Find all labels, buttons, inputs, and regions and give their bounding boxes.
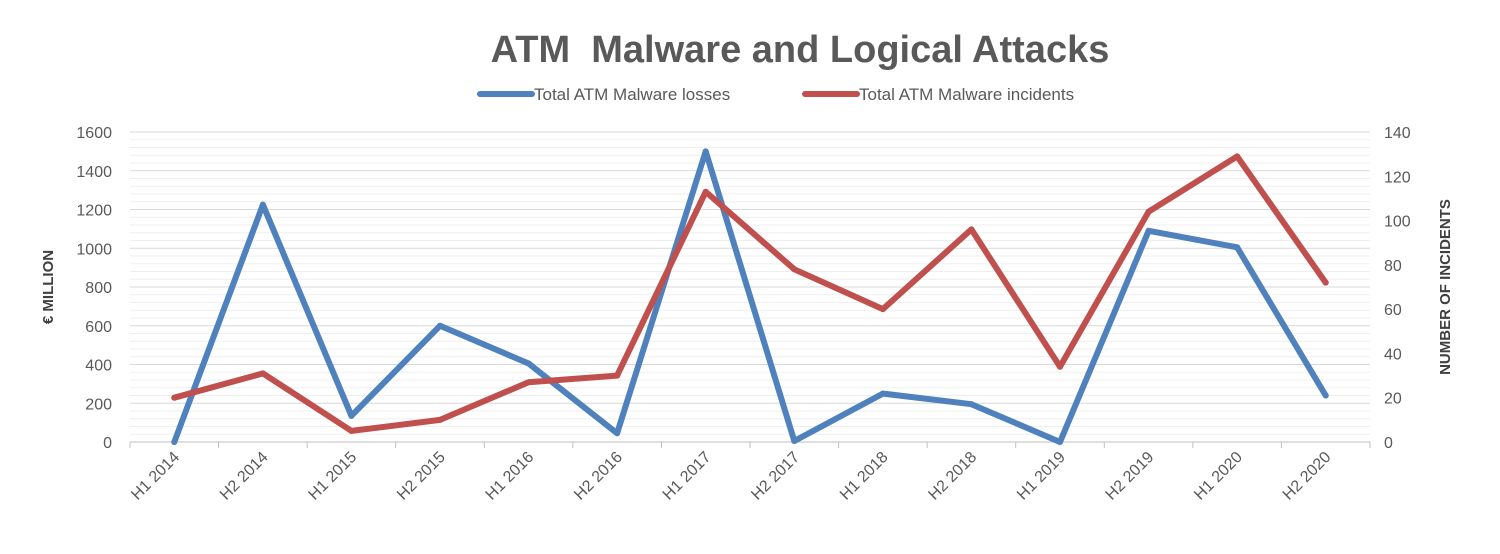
y2-tick-label: 100 xyxy=(1384,214,1411,231)
y2-tick-label: 80 xyxy=(1384,258,1402,275)
data-point-losses xyxy=(1057,439,1063,445)
y2-tick-label: 0 xyxy=(1384,435,1393,452)
data-point-incidents xyxy=(1145,208,1152,215)
data-point-incidents xyxy=(1234,153,1241,160)
y2-tick-label: 60 xyxy=(1384,302,1402,319)
x-tick-label: H1 2019 xyxy=(1014,449,1069,504)
y-tick-label: 600 xyxy=(85,319,112,336)
data-point-losses xyxy=(171,439,178,445)
y-tick-label: 1200 xyxy=(76,203,112,220)
x-tick-label: H1 2018 xyxy=(837,449,892,504)
data-point-losses xyxy=(791,438,798,445)
x-tick-label: H1 2020 xyxy=(1191,449,1246,504)
y2-tick-label: 40 xyxy=(1384,346,1402,363)
data-point-incidents xyxy=(879,306,886,313)
data-point-losses xyxy=(879,390,886,397)
data-point-incidents xyxy=(1322,279,1329,286)
x-tick-label: H2 2015 xyxy=(394,449,449,504)
data-point-incidents xyxy=(259,370,266,377)
y-tick-label: 0 xyxy=(103,435,112,452)
x-tick-label: H1 2015 xyxy=(305,449,360,504)
data-point-incidents xyxy=(348,427,355,434)
data-point-losses xyxy=(1145,227,1152,234)
y2-tick-label: 140 xyxy=(1384,125,1411,142)
data-point-losses xyxy=(437,322,443,329)
data-point-losses xyxy=(1322,392,1329,399)
x-tick-label: H1 2016 xyxy=(483,449,538,504)
data-point-losses xyxy=(702,148,709,155)
data-point-losses xyxy=(614,430,621,437)
y-tick-label: 400 xyxy=(85,358,112,375)
data-point-incidents xyxy=(1057,363,1063,370)
data-point-losses xyxy=(525,360,532,367)
x-tick-label: H2 2017 xyxy=(748,449,803,504)
x-tick-label: H1 2017 xyxy=(660,449,715,504)
x-tick-label: H2 2018 xyxy=(925,449,980,504)
data-point-incidents xyxy=(171,394,178,401)
x-axis-ticks: H1 2014 H2 2014 H1 2015 H2 2015 H1 2016 H2 20… xyxy=(128,442,1371,504)
y-tick-label: 1600 xyxy=(76,125,112,142)
right-axis-ticks: 0 20 40 60 80 100 120 140 xyxy=(1384,125,1411,452)
y-tick-label: 1000 xyxy=(76,241,112,258)
data-point-incidents xyxy=(791,266,798,273)
y2-tick-label: 20 xyxy=(1384,391,1402,408)
x-tick-label: H2 2014 xyxy=(217,449,272,504)
data-point-incidents xyxy=(968,226,975,233)
x-tick-label: H1 2014 xyxy=(128,449,183,504)
data-point-losses xyxy=(259,201,266,208)
gridlines xyxy=(130,131,1370,443)
x-tick-label: H2 2020 xyxy=(1280,449,1335,504)
data-point-losses xyxy=(1234,244,1241,251)
y-tick-label: 1400 xyxy=(76,164,112,181)
y2-tick-label: 120 xyxy=(1384,169,1411,186)
data-point-incidents xyxy=(614,372,621,379)
y-tick-label: 200 xyxy=(85,396,112,413)
y-tick-label: 800 xyxy=(85,280,112,297)
left-axis-ticks: 0 200 400 600 800 1000 1200 1400 1600 xyxy=(76,125,112,452)
chart-title: ATM Malware and Logical Attacks xyxy=(491,29,1110,71)
y2-axis-label: NUMBER OF INCIDENTS xyxy=(1437,199,1454,375)
data-point-losses xyxy=(968,401,975,408)
legend-label-losses: Total ATM Malware losses xyxy=(534,85,730,104)
y-axis-label: € MILLION xyxy=(40,250,57,324)
series-line-incidents xyxy=(171,153,1329,434)
data-point-losses xyxy=(348,412,355,419)
x-tick-label: H2 2019 xyxy=(1103,449,1158,504)
x-tick-label: H2 2016 xyxy=(571,449,626,504)
legend: Total ATM Malware losses Total ATM Malwar… xyxy=(477,85,1074,104)
series-lines xyxy=(171,148,1329,445)
data-point-incidents xyxy=(437,416,443,423)
data-point-incidents xyxy=(525,379,532,386)
data-point-incidents xyxy=(702,188,709,195)
series-line-losses xyxy=(171,148,1329,445)
legend-label-incidents: Total ATM Malware incidents xyxy=(859,85,1074,104)
